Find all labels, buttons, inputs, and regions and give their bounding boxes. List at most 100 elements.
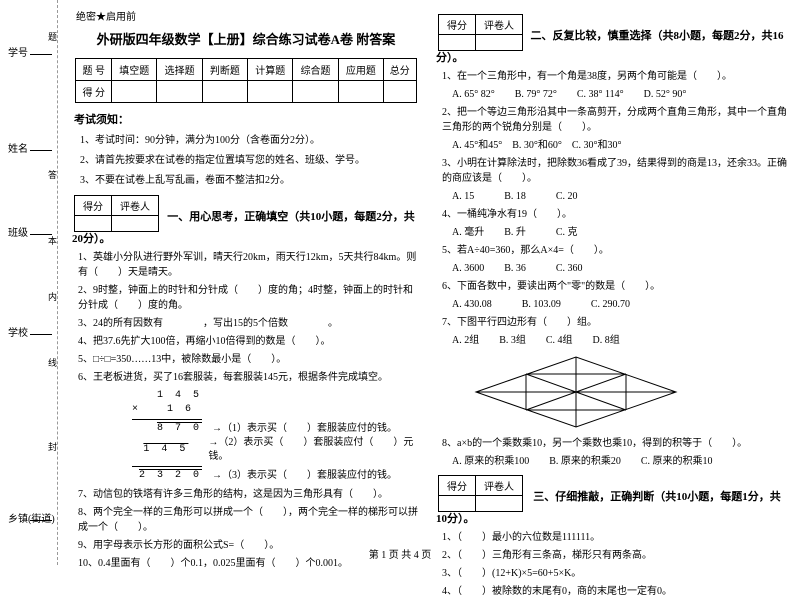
question: 1、（ ）最小的六位数是111111。: [442, 530, 788, 545]
mult-ann: →（2）表示买（ ）套服装应付（ ）元钱。: [208, 436, 420, 464]
score-header: 应用题: [338, 59, 383, 81]
score-header: 选择题: [157, 59, 202, 81]
section-3-points: 10分）。: [436, 510, 788, 526]
notice-item: 1、考试时间：90分钟，满分为100分（含卷面分2分）。: [80, 133, 420, 149]
score-cell: [338, 81, 383, 103]
question: 3、（ ）(12+K)×5=60+5×K。: [442, 566, 788, 581]
parallelogram-diagram: [466, 352, 686, 432]
secret-label: 绝密★启用前: [76, 8, 420, 23]
question-options: A. 45°和45° B. 30°和60° C. 30°和30°: [442, 138, 788, 153]
exam-title: 外研版四年级数学【上册】综合练习试卷A卷 附答案: [72, 29, 420, 48]
grader-cell: 得分: [439, 15, 476, 35]
score-table: 题 号 填空题 选择题 判断题 计算题 综合题 应用题 总分 得 分: [75, 58, 416, 103]
grader-cell: 得分: [75, 196, 112, 216]
mult-r1: 8 7 0: [132, 422, 202, 436]
question: 7、下图平行四边形有（ ）组。: [442, 315, 788, 330]
score-header: 总分: [384, 59, 416, 81]
sidebar-small-5: 线: [48, 356, 57, 369]
sidebar-line: [30, 150, 52, 151]
question: 2、把一个等边三角形沿其中一条高剪开，分成两个直角三角形，其中一个直角三角形的两…: [442, 105, 788, 135]
question: 5、□÷□=350……13中，被除数最小是（ ）。: [78, 352, 420, 367]
table-row: 题 号 填空题 选择题 判断题 计算题 综合题 应用题 总分: [76, 59, 416, 81]
left-column: 绝密★启用前 外研版四年级数学【上册】综合练习试卷A卷 附答案 题 号 填空题 …: [64, 0, 432, 565]
mult-line: [132, 466, 202, 467]
question-options: A. 65° 82° B. 79° 72° C. 38° 114° D. 52°…: [442, 87, 788, 102]
notice-item: 2、请首先按要求在试卷的指定位置填写您的姓名、班级、学号。: [80, 153, 420, 169]
grader-cell: 得分: [439, 476, 476, 496]
sidebar-small-4: 内: [48, 290, 57, 303]
score-header: 综合题: [293, 59, 338, 81]
question: 6、下面各数中，要读出两个"零"的数是（ ）。: [442, 279, 788, 294]
score-cell: [202, 81, 247, 103]
score-header: 题 号: [76, 59, 112, 81]
binding-sidebar: 学号 姓名 班级 学校 乡镇(街道) 题 答 本 内 线 封: [0, 0, 58, 565]
sidebar-line: [30, 334, 52, 335]
question-options: A. 2组 B. 3组 C. 4组 D. 8组: [442, 333, 788, 348]
grader-cell: 评卷人: [476, 15, 523, 35]
question-options: A. 15 B. 18 C. 20: [442, 189, 788, 204]
mult-times: × 1 6: [132, 403, 202, 417]
question: 1、英雄小分队进行野外军训，晴天行20km，雨天行12km，5天共行84km。则…: [78, 250, 420, 280]
score-cell: [157, 81, 202, 103]
sidebar-label-id: 学号: [8, 44, 28, 59]
question: 1、在一个三角形中，有一个角是38度，另两个角可能是（ ）。: [442, 69, 788, 84]
grader-table: 得分评卷人: [438, 475, 523, 512]
mult-line: [132, 419, 202, 420]
main-content: 绝密★启用前 外研版四年级数学【上册】综合练习试卷A卷 附答案 题 号 填空题 …: [64, 0, 800, 565]
right-column: 得分评卷人 二、反复比较，慎重选择（共8小题，每题2分，共16 分）。 1、在一…: [432, 0, 800, 565]
sidebar-line: [30, 54, 52, 55]
table-row: 得 分: [76, 81, 416, 103]
question-options: A. 3600 B. 36 C. 360: [442, 261, 788, 276]
page-footer: 第 1 页 共 4 页: [0, 546, 800, 561]
score-header: 判断题: [202, 59, 247, 81]
question-options: A. 430.08 B. 103.09 C. 290.70: [442, 297, 788, 312]
section-1-points: 20分）。: [72, 230, 420, 246]
sidebar-small-6: 封: [48, 440, 57, 453]
sidebar-small-3: 本: [48, 234, 57, 247]
question: 4、把37.6先扩大100倍，再缩小10倍得到的数是（ ）。: [78, 334, 420, 349]
section-2-title: 二、反复比较，慎重选择（共8小题，每题2分，共16: [526, 27, 788, 43]
notice-item: 3、不要在试卷上乱写乱画，卷面不整洁扣2分。: [80, 173, 420, 189]
question: 8、两个完全一样的三角形可以拼成一个（ ），两个完全一样的梯形可以拼成一个（ ）…: [78, 505, 420, 535]
sidebar-line: [30, 520, 52, 521]
grader-cell: 评卷人: [476, 476, 523, 496]
score-cell: [248, 81, 293, 103]
sidebar-label-class: 班级: [8, 224, 28, 239]
mult-ann: →（3）表示买（ ）套服装应付的钱。: [212, 469, 397, 483]
question: 3、24的所有因数有 ，写出15的5个倍数 。: [78, 316, 420, 331]
sidebar-small-1: 题: [48, 30, 57, 43]
question: 7、动信包的铁塔有许多三角形的结构，这是因为三角形具有（ ）。: [78, 487, 420, 502]
grader-table: 得分评卷人: [438, 14, 523, 51]
sidebar-label-school: 学校: [8, 324, 28, 339]
question: 4、一桶纯净水有19（ ）。: [442, 207, 788, 222]
sidebar-small-2: 答: [48, 168, 57, 181]
score-cell: [112, 81, 157, 103]
grader-cell: 评卷人: [112, 196, 159, 216]
section-3-title: 三、仔细推敲，正确判断（共10小题，每题1分，共: [526, 488, 788, 504]
question: 6、王老板进货，买了16套服装，每套服装145元，根据条件完成填空。: [78, 370, 420, 385]
notice-title: 考试须知：: [74, 111, 420, 127]
question: 3、小明在计算除法时，把除数36看成了39，结果得到的商是13，还余33。正确的…: [442, 156, 788, 186]
question: 4、（ ）被除数的末尾有0，商的末尾也一定有0。: [442, 584, 788, 599]
mult-r2: 1 4 5: [132, 443, 198, 457]
score-header: 计算题: [248, 59, 293, 81]
grader-table: 得分评卷人: [74, 195, 159, 232]
sidebar-line: [30, 234, 52, 235]
score-row-label: 得 分: [76, 81, 112, 103]
question: 8、a×b的一个乘数乘10，另一个乘数也乘10，得到的积等于（ ）。: [442, 436, 788, 451]
sidebar-label-name: 姓名: [8, 140, 28, 155]
mult-ann: →（1）表示买（ ）套服装应付的钱。: [212, 422, 397, 436]
question: 5、若A÷40=360，那么A×4=（ ）。: [442, 243, 788, 258]
question-options: A. 原来的积乘100 B. 原来的积乘20 C. 原来的积乘10: [442, 454, 788, 469]
mult-r3: 2 3 2 0: [132, 469, 202, 483]
multiplication-block: 1 4 5 × 1 6 8 7 0 →（1）表示买（ ）套服装应付的钱。 1 4 …: [132, 389, 420, 483]
score-cell: [293, 81, 338, 103]
sidebar-label-town: 乡镇(街道): [8, 510, 55, 525]
mult-top: 1 4 5: [132, 389, 202, 403]
section-1-title: 一、用心思考，正确填空（共10小题，每题2分，共: [162, 208, 420, 224]
score-cell: [384, 81, 416, 103]
section-2-points: 分）。: [436, 49, 788, 65]
question-options: A. 毫升 B. 升 C. 克: [442, 225, 788, 240]
question: 2、9时整，钟面上的时针和分针成（ ）度的角；4时整，钟面上的时针和分针成（ ）…: [78, 283, 420, 313]
score-header: 填空题: [112, 59, 157, 81]
